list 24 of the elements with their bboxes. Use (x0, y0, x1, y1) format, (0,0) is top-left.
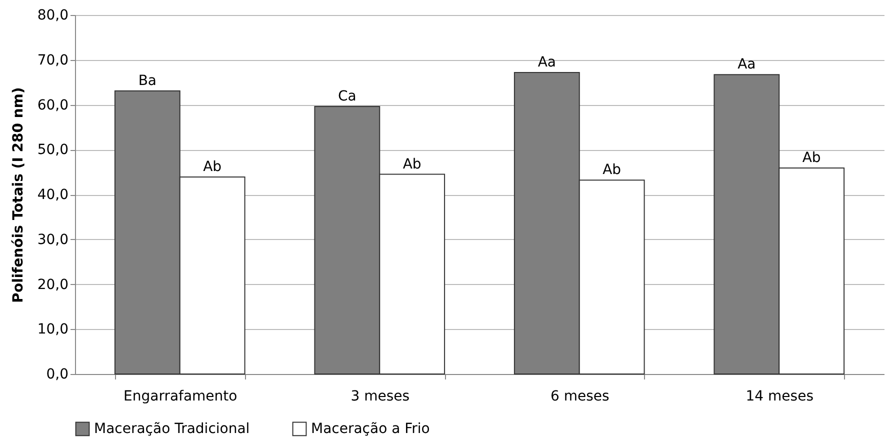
data-label: Ab (602, 162, 622, 178)
legend-label: Maceração Tradicional (94, 420, 250, 437)
x-tick-label: 3 meses (350, 388, 410, 404)
x-tick-label: 14 meses (746, 388, 814, 404)
y-tick-label: 10,0 (37, 322, 68, 338)
data-label: Ba (138, 72, 157, 89)
x-tick-label: Engarrafamento (124, 388, 238, 404)
data-label: Aa (738, 56, 756, 73)
x-tick-label: 6 meses (550, 388, 610, 404)
y-tick-label: 60,0 (37, 97, 68, 114)
y-tick-label: 80,0 (37, 8, 68, 24)
data-label: Ca (338, 88, 356, 105)
data-label: Ab (203, 159, 222, 175)
data-label: Ab (402, 156, 422, 172)
y-tick-label: 0,0 (46, 366, 68, 382)
y-axis-title: Polifenóis Totais (I 280 nm) (10, 87, 26, 303)
data-label: Ab (802, 150, 821, 166)
y-tick-label: 30,0 (37, 232, 68, 248)
y-tick-label: 40,0 (37, 187, 68, 203)
legend-label: Maceração a Frio (311, 420, 430, 437)
y-tick-label: 50,0 (37, 142, 68, 158)
y-tick-label: 70,0 (37, 52, 68, 68)
y-tick-label: 20,0 (37, 276, 68, 293)
data-label: Aa (538, 54, 556, 70)
